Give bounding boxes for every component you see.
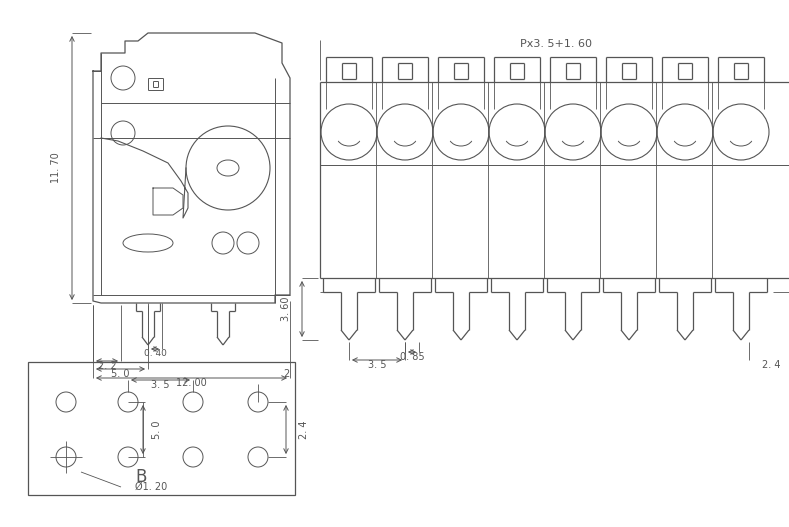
Text: 3. 5: 3. 5 bbox=[151, 380, 170, 390]
Text: 3. 60: 3. 60 bbox=[281, 297, 291, 321]
Text: 0. 40: 0. 40 bbox=[144, 349, 166, 358]
Text: 5. 0: 5. 0 bbox=[111, 369, 129, 379]
Bar bbox=[28, 362, 295, 495]
Text: 12. 00: 12. 00 bbox=[176, 378, 207, 388]
Text: 2. 2: 2. 2 bbox=[98, 361, 116, 371]
Text: 3. 5: 3. 5 bbox=[368, 360, 387, 370]
Text: Ø1. 20: Ø1. 20 bbox=[135, 482, 167, 492]
Text: 0. 85: 0. 85 bbox=[400, 352, 424, 362]
Text: 2. 4: 2. 4 bbox=[761, 360, 780, 370]
Text: 2. 4: 2. 4 bbox=[299, 420, 309, 439]
Text: 5. 0: 5. 0 bbox=[152, 420, 162, 439]
Text: B: B bbox=[135, 468, 147, 486]
Text: 11. 70: 11. 70 bbox=[51, 153, 61, 183]
Text: 2: 2 bbox=[283, 369, 289, 379]
Text: Px3. 5+1. 60: Px3. 5+1. 60 bbox=[521, 39, 593, 49]
